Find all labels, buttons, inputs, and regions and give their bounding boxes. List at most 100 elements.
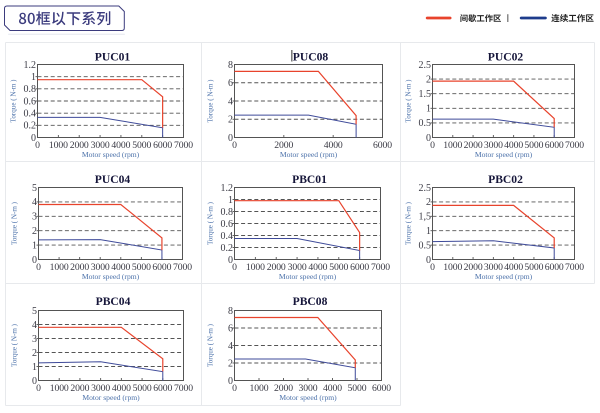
svg-text:0: 0: [232, 140, 237, 151]
svg-text:3: 3: [32, 334, 37, 345]
svg-text:PBC08: PBC08: [293, 295, 328, 308]
svg-text:0.5: 0.5: [419, 240, 432, 251]
svg-text:3000: 3000: [91, 140, 110, 151]
svg-text:PUC08: PUC08: [293, 51, 329, 64]
svg-text:Torque ( N-m ): Torque ( N-m ): [405, 201, 413, 245]
svg-text:0: 0: [35, 140, 40, 151]
svg-text:3000: 3000: [91, 383, 110, 394]
svg-text:Motor speed (rpm): Motor speed (rpm): [280, 150, 338, 159]
svg-text:2: 2: [32, 226, 37, 237]
svg-text:2: 2: [228, 358, 233, 369]
svg-text:4000: 4000: [323, 383, 342, 394]
svg-text:1000: 1000: [50, 262, 69, 273]
svg-text:6: 6: [228, 78, 233, 89]
svg-text:0: 0: [32, 376, 37, 387]
svg-text:4000: 4000: [308, 262, 327, 273]
svg-text:PBC01: PBC01: [292, 173, 327, 186]
svg-text:7000: 7000: [565, 140, 584, 151]
svg-text:1000: 1000: [49, 140, 68, 151]
svg-text:2000: 2000: [464, 140, 483, 151]
svg-text:4: 4: [32, 320, 37, 331]
svg-text:2: 2: [32, 348, 37, 359]
svg-text:1000: 1000: [246, 262, 265, 273]
svg-text:1: 1: [426, 104, 431, 115]
svg-text:0: 0: [426, 133, 431, 144]
svg-text:4000: 4000: [111, 140, 130, 151]
svg-text:PUC02: PUC02: [488, 51, 524, 64]
svg-text:0.5: 0.5: [419, 118, 432, 129]
svg-text:2000: 2000: [267, 262, 286, 273]
svg-text:2.5: 2.5: [419, 60, 432, 71]
svg-text:3000: 3000: [288, 262, 307, 273]
svg-text:PBC04: PBC04: [96, 295, 131, 308]
svg-text:2: 2: [228, 115, 233, 126]
svg-text:5000: 5000: [524, 140, 543, 151]
svg-text:7000: 7000: [565, 262, 584, 273]
svg-text:Motor speed (rpm): Motor speed (rpm): [82, 272, 140, 281]
svg-text:2.5: 2.5: [419, 183, 432, 194]
svg-text:PUC04: PUC04: [95, 173, 131, 186]
svg-text:3: 3: [32, 212, 37, 223]
svg-text:Torque ( N-m ): Torque ( N-m ): [11, 201, 19, 245]
svg-text:7000: 7000: [174, 383, 193, 394]
svg-text:5000: 5000: [524, 262, 543, 273]
svg-text:2: 2: [426, 197, 431, 208]
svg-text:PUC01: PUC01: [95, 51, 131, 64]
svg-text:0.2: 0.2: [221, 243, 234, 254]
svg-text:2000: 2000: [70, 262, 89, 273]
svg-text:4: 4: [32, 197, 37, 208]
svg-text:4000: 4000: [324, 140, 343, 151]
svg-text:6000: 6000: [153, 140, 172, 151]
svg-text:4: 4: [228, 341, 233, 352]
svg-text:1: 1: [426, 226, 431, 237]
svg-text:0: 0: [430, 140, 435, 151]
svg-text:5: 5: [32, 183, 37, 194]
svg-text:3000: 3000: [299, 383, 318, 394]
svg-text:0.6: 0.6: [24, 96, 37, 107]
svg-text:2000: 2000: [274, 140, 293, 151]
svg-text:6000: 6000: [545, 140, 564, 151]
svg-text:1.5: 1.5: [419, 89, 432, 100]
svg-text:0.6: 0.6: [221, 219, 234, 230]
svg-text:0: 0: [232, 262, 237, 273]
svg-text:Motor speed (rpm): Motor speed (rpm): [82, 150, 140, 159]
svg-text:1: 1: [32, 362, 37, 373]
svg-text:1000: 1000: [443, 140, 462, 151]
svg-text:4000: 4000: [111, 262, 130, 273]
svg-text:Motor speed (rpm): Motor speed (rpm): [279, 393, 337, 402]
svg-text:1000: 1000: [250, 383, 269, 394]
svg-text:0: 0: [32, 255, 37, 266]
svg-text:1000: 1000: [50, 383, 69, 394]
svg-text:0: 0: [430, 262, 435, 273]
svg-text:Motor speed (rpm): Motor speed (rpm): [475, 272, 533, 281]
svg-text:8: 8: [228, 60, 233, 71]
svg-text:5000: 5000: [133, 383, 152, 394]
svg-text:3000: 3000: [484, 262, 503, 273]
svg-text:0: 0: [232, 383, 237, 394]
svg-text:2000: 2000: [274, 383, 293, 394]
svg-text:Torque ( N-m ): Torque ( N-m ): [207, 323, 215, 367]
svg-text:1,5: 1,5: [419, 212, 432, 223]
svg-text:6: 6: [228, 323, 233, 334]
svg-text:4000: 4000: [504, 262, 523, 273]
svg-text:Motor speed (rpm): Motor speed (rpm): [475, 150, 533, 159]
svg-text:4: 4: [228, 96, 233, 107]
svg-text:Torque ( N-m ): Torque ( N-m ): [10, 79, 18, 123]
svg-text:5000: 5000: [132, 262, 151, 273]
svg-text:0.8: 0.8: [221, 207, 234, 218]
svg-text:6000: 6000: [153, 383, 172, 394]
svg-text:Motor speed (rpm): Motor speed (rpm): [82, 393, 140, 402]
svg-text:0: 0: [228, 376, 233, 387]
svg-text:2000: 2000: [70, 383, 89, 394]
svg-text:2: 2: [426, 74, 431, 85]
svg-text:PBC02: PBC02: [488, 173, 523, 186]
svg-text:3000: 3000: [91, 262, 110, 273]
svg-text:0.4: 0.4: [221, 231, 234, 242]
svg-text:8: 8: [228, 306, 233, 317]
svg-text:5000: 5000: [132, 140, 151, 151]
svg-text:7000: 7000: [173, 262, 192, 273]
svg-text:4000: 4000: [112, 383, 131, 394]
svg-text:Torque ( N-m ): Torque ( N-m ): [207, 79, 215, 123]
svg-text:2000: 2000: [70, 140, 89, 151]
svg-text:Torque ( N-m ): Torque ( N-m ): [207, 201, 215, 245]
